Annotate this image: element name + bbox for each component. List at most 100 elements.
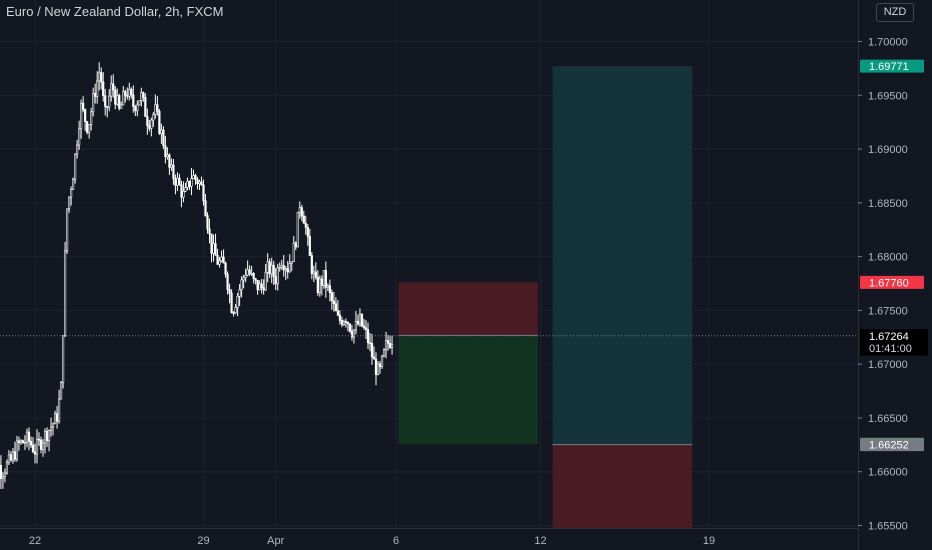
candle-body (302, 215, 305, 224)
candle-body (21, 440, 25, 444)
long-position-tool (552, 66, 693, 528)
candle-body (324, 270, 327, 288)
candle-body (45, 430, 49, 442)
candle-body (17, 440, 21, 443)
candle-body (268, 261, 271, 275)
candle-body (232, 312, 235, 314)
y-tick-label: 1.66000 (868, 467, 908, 479)
candle-body (74, 153, 77, 180)
candle-body (228, 289, 231, 294)
candle-body (352, 329, 356, 338)
candle-body (70, 189, 73, 198)
candle-body (51, 423, 55, 428)
currency-button[interactable]: NZD (876, 3, 914, 22)
candle-body (208, 228, 211, 235)
candle-body (234, 307, 237, 314)
x-tick-label: 12 (534, 535, 546, 547)
candle-body (88, 124, 91, 133)
candle-body (25, 431, 29, 443)
candle-body (284, 268, 287, 271)
price-label-text: 1.66252 (869, 440, 909, 452)
candle-body (72, 178, 75, 190)
candle-body (90, 111, 93, 125)
candle-body (132, 94, 135, 107)
candle-body (0, 465, 2, 479)
candle-body (246, 269, 249, 276)
candle-body (344, 321, 348, 323)
candle-body (360, 313, 364, 327)
price-label-box (860, 59, 924, 73)
candle-body (184, 187, 187, 192)
candle-body (378, 363, 382, 367)
candle-body (258, 283, 261, 291)
candle-body (350, 330, 354, 338)
candle-body (388, 343, 392, 348)
candle-body (332, 300, 335, 304)
take-profit-zone (398, 335, 539, 445)
price-axis-label: 1.69771 (860, 59, 924, 73)
price-label-box (860, 438, 924, 452)
candle-body (150, 119, 153, 129)
candle-body (182, 190, 185, 198)
candle-body (148, 125, 151, 129)
candle-body (190, 178, 193, 187)
candle-body (194, 175, 197, 180)
candle-body (166, 154, 169, 158)
candle-body (47, 430, 51, 442)
candle-body (68, 196, 71, 210)
candle-body (322, 270, 325, 286)
candle-body (276, 267, 279, 285)
candle-body (63, 250, 67, 336)
candle-body (180, 184, 183, 198)
candle-body (106, 106, 109, 108)
candle-body (3, 472, 7, 477)
current-price-text: 1.67264 (869, 331, 909, 343)
candle-body (136, 104, 139, 112)
candle-body (65, 208, 69, 252)
candle-body (278, 266, 281, 269)
candle-body (382, 349, 386, 357)
candle-body (174, 178, 177, 186)
candle-body (94, 93, 97, 97)
candle-body (57, 398, 61, 422)
candle-body (130, 88, 133, 96)
x-tick-label: 6 (393, 535, 399, 547)
candle-body (308, 236, 311, 256)
candle-body (272, 264, 275, 277)
candle-body (23, 442, 27, 444)
price-label-box (860, 275, 924, 289)
short-position-tool (398, 282, 539, 445)
candle-body (116, 95, 119, 105)
candle-body (31, 444, 35, 453)
candle-body (358, 313, 362, 325)
candle-body (206, 215, 209, 230)
candle-body (212, 243, 215, 254)
candle-body (41, 442, 45, 450)
candle-body (304, 222, 307, 228)
candle-body (176, 177, 179, 186)
candle-body (128, 88, 131, 97)
candle-body (240, 279, 243, 290)
candle-body (142, 92, 145, 98)
candle-body (216, 255, 219, 265)
candle-body (55, 413, 59, 422)
candle-body (292, 242, 295, 263)
candle-body (138, 100, 141, 106)
candle-body (96, 80, 99, 97)
candle-body (59, 382, 63, 400)
candle-body (108, 95, 111, 108)
candle-body (384, 340, 388, 350)
candle-body (270, 264, 273, 275)
candle-body (296, 211, 299, 248)
candle-body (380, 355, 384, 367)
candle-body (334, 303, 337, 312)
y-tick-label: 1.69500 (868, 90, 908, 102)
candle-body (312, 271, 315, 275)
candle-body (9, 454, 13, 461)
y-tick-label: 1.67500 (868, 305, 908, 317)
candle-body (144, 97, 147, 117)
candle-body (346, 322, 350, 325)
candle-body (218, 260, 221, 265)
candle-body (49, 426, 53, 431)
